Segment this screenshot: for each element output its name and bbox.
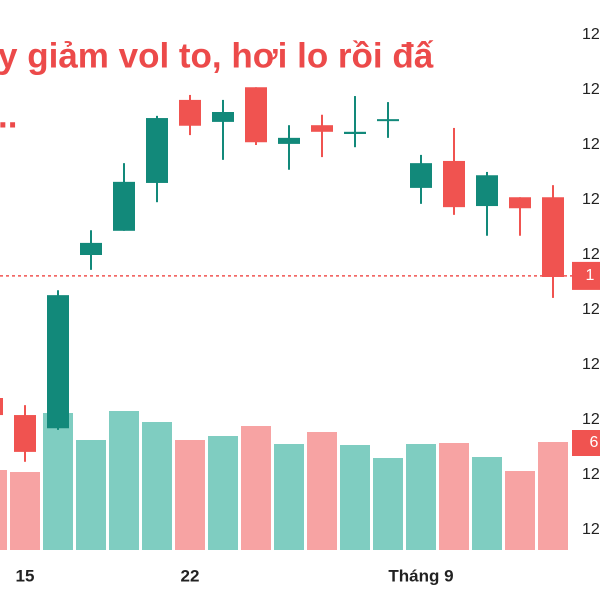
candle-body bbox=[311, 125, 333, 132]
y-tick-label: 12 bbox=[582, 301, 600, 318]
y-tick-label: 12 bbox=[582, 81, 600, 98]
candle-body bbox=[212, 112, 234, 122]
candle-body bbox=[377, 119, 399, 122]
y-tick-label: 12 bbox=[582, 246, 600, 263]
candle-body bbox=[344, 131, 366, 134]
candle-body bbox=[0, 398, 3, 416]
volume-bar bbox=[43, 413, 73, 550]
candle-body bbox=[443, 160, 465, 208]
y-tick-label: 12 bbox=[582, 356, 600, 373]
chart-title: y giảm vol to, hơi lo rồi đấ bbox=[0, 36, 434, 75]
candle-body bbox=[146, 118, 168, 183]
volume-bar bbox=[241, 426, 271, 550]
volume-bar bbox=[274, 444, 304, 550]
candle-body bbox=[113, 181, 135, 231]
last-volume-label: 6 bbox=[590, 434, 599, 451]
last-price-box bbox=[572, 261, 600, 290]
x-tick-label: 22 bbox=[181, 566, 200, 585]
candle-body bbox=[14, 415, 36, 452]
y-tick-label: 12 bbox=[582, 136, 600, 153]
candle-body bbox=[47, 295, 69, 429]
candle-body bbox=[179, 99, 201, 126]
volume-bar bbox=[175, 440, 205, 550]
volume-bar bbox=[373, 458, 403, 550]
y-tick-label: 12 bbox=[582, 466, 600, 483]
volume-bar bbox=[76, 440, 106, 550]
last-price-label: 1 bbox=[586, 267, 595, 284]
volume-bar bbox=[406, 444, 436, 550]
y-tick-label: 12 bbox=[582, 411, 600, 428]
candle-body bbox=[80, 242, 102, 255]
candle-body bbox=[410, 163, 432, 188]
volume-bar bbox=[340, 445, 370, 550]
y-tick-label: 12 bbox=[582, 26, 600, 43]
volume-bar bbox=[109, 411, 139, 550]
x-tick-label: 15 bbox=[16, 566, 35, 585]
candle-body bbox=[542, 197, 564, 277]
volume-bar bbox=[505, 471, 535, 550]
candle-body bbox=[278, 137, 300, 144]
candle-body bbox=[476, 175, 498, 207]
volume-bar bbox=[439, 443, 469, 550]
volume-bar bbox=[10, 472, 40, 550]
y-tick-label: 12 bbox=[582, 521, 600, 538]
candle-body bbox=[245, 87, 267, 143]
last-volume-box bbox=[572, 430, 600, 456]
volume-bar bbox=[208, 436, 238, 550]
candle-body bbox=[509, 197, 531, 209]
volume-bar bbox=[472, 457, 502, 550]
volume-bar bbox=[0, 470, 7, 550]
volume-bar bbox=[538, 442, 568, 550]
overlay-layer: 12 12 12 12 12 12 12 12 12 12 15 22 Tháng 9 1 6 bbox=[0, 26, 600, 585]
candle-layer bbox=[0, 87, 564, 462]
y-tick-label: 12 bbox=[582, 191, 600, 208]
x-tick-label: Tháng 9 bbox=[388, 566, 453, 585]
volume-layer bbox=[0, 411, 568, 550]
volume-bar bbox=[307, 432, 337, 550]
chart-subtitle: .. bbox=[0, 96, 17, 135]
volume-bar bbox=[142, 422, 172, 550]
